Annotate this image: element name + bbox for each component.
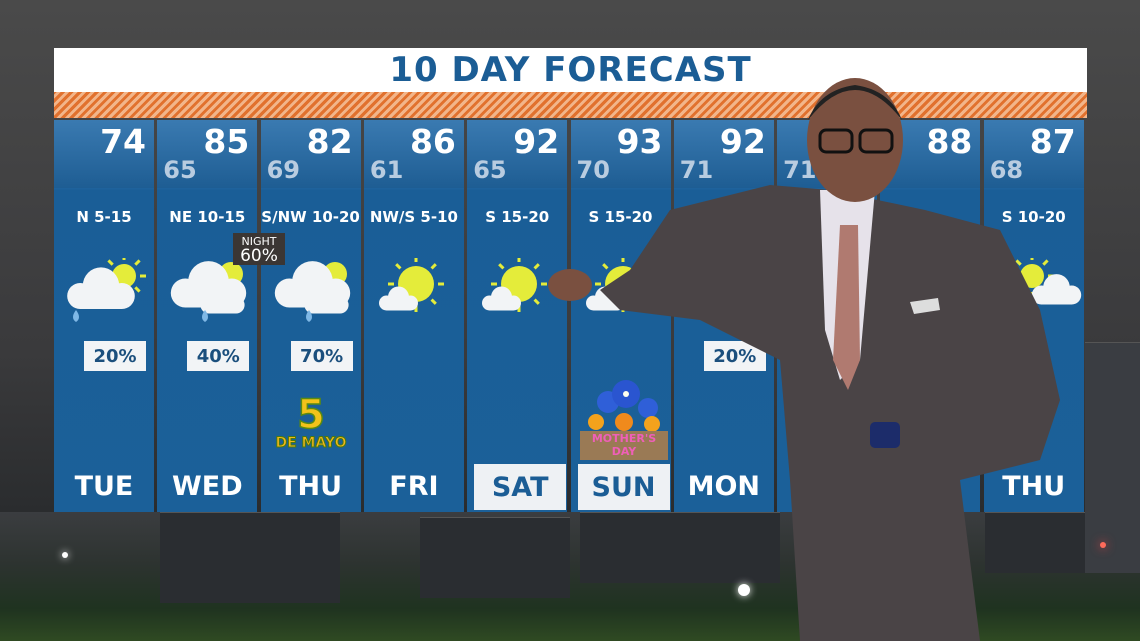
temp-band (260, 120, 361, 188)
cinco-number: 5 (296, 392, 325, 438)
day-label: SAT (474, 464, 567, 510)
wind: NW/S 5-10 (369, 208, 458, 226)
mothers-day-text: MOTHER'S DAY (580, 431, 668, 460)
temp-band (157, 120, 258, 188)
forecast-title: 10 DAY FORECAST (389, 50, 752, 90)
forecast-day-column: 82 69 S/NW 10-20 70% THU (260, 120, 361, 512)
flowers-icon (588, 380, 660, 432)
night-precip-value: 60% (240, 246, 278, 266)
high-temp: 85 (203, 122, 250, 161)
temp-band (54, 120, 154, 188)
precip-chance: 20% (84, 341, 146, 371)
day-label: THU (279, 470, 343, 502)
night-label: NIGHT (241, 235, 277, 248)
high-temp: 93 (616, 122, 663, 161)
high-temp: 86 (409, 122, 456, 161)
forecast-day-column: 85 65 NE 10-15 40% WED (157, 120, 258, 512)
high-temp: 74 (100, 122, 146, 161)
day-label: SUN (577, 464, 670, 510)
cinco-text: DE MAYO (275, 435, 347, 452)
cloudy-sun-rain-icon (274, 261, 350, 322)
temp-band (673, 120, 774, 188)
low-temp: 69 (266, 156, 300, 184)
day-label: FRI (389, 470, 439, 502)
wind: N 5-15 (76, 208, 132, 226)
forecast-day-column: 74 N 5-15 20% TUE (54, 120, 154, 512)
sunny-small-cloud-icon (378, 258, 444, 312)
low-temp: 71 (679, 156, 714, 184)
day-label: WED (171, 470, 243, 502)
cinco-de-mayo-badge: 5 DE MAYO (262, 392, 360, 452)
presenter (548, 78, 1060, 641)
temp-band (570, 120, 671, 188)
wind: S 10-20 (1001, 208, 1066, 226)
decorative-stripe (54, 92, 1087, 118)
wind: NE 10-15 (169, 208, 246, 226)
high-temp: 92 (513, 122, 560, 161)
low-temp: 61 (369, 156, 404, 184)
day-label: MON (687, 470, 760, 502)
forecast-title-bar: 10 DAY FORECAST (54, 48, 1087, 92)
high-temp: 82 (306, 122, 353, 161)
wind: S/NW 10-20 (261, 208, 360, 226)
temp-band (363, 120, 464, 188)
low-temp: 65 (163, 156, 197, 184)
low-temp: 70 (576, 156, 610, 184)
precip-chance: 70% (290, 341, 353, 371)
sunny-small-cloud-icon (482, 258, 548, 312)
day-label: THU (1002, 470, 1066, 502)
wind: S 15-20 (588, 208, 653, 226)
high-temp: 92 (719, 122, 766, 161)
partly-cloudy-rain-icon (67, 258, 146, 322)
temp-band (983, 120, 1084, 188)
mothers-day-badge: MOTHER'S DAY (578, 378, 670, 460)
forecast-day-column: 86 61 NW/S 5-10 FRI (363, 120, 464, 512)
low-temp: 65 (473, 156, 507, 184)
low-temp: 68 (989, 156, 1024, 184)
night-precip-tag: NIGHT 60% (233, 233, 285, 265)
high-temp: 87 (1029, 122, 1076, 161)
wind: S 15-20 (485, 208, 550, 226)
cloudy-sun-rain-icon (171, 261, 247, 322)
day-label: TUE (74, 470, 134, 502)
temp-band (467, 120, 568, 188)
forecast-day-column: 92 65 S 15-20 SAT (467, 120, 568, 512)
high-temp: 88 (926, 122, 973, 161)
precip-chance: 40% (187, 341, 250, 371)
